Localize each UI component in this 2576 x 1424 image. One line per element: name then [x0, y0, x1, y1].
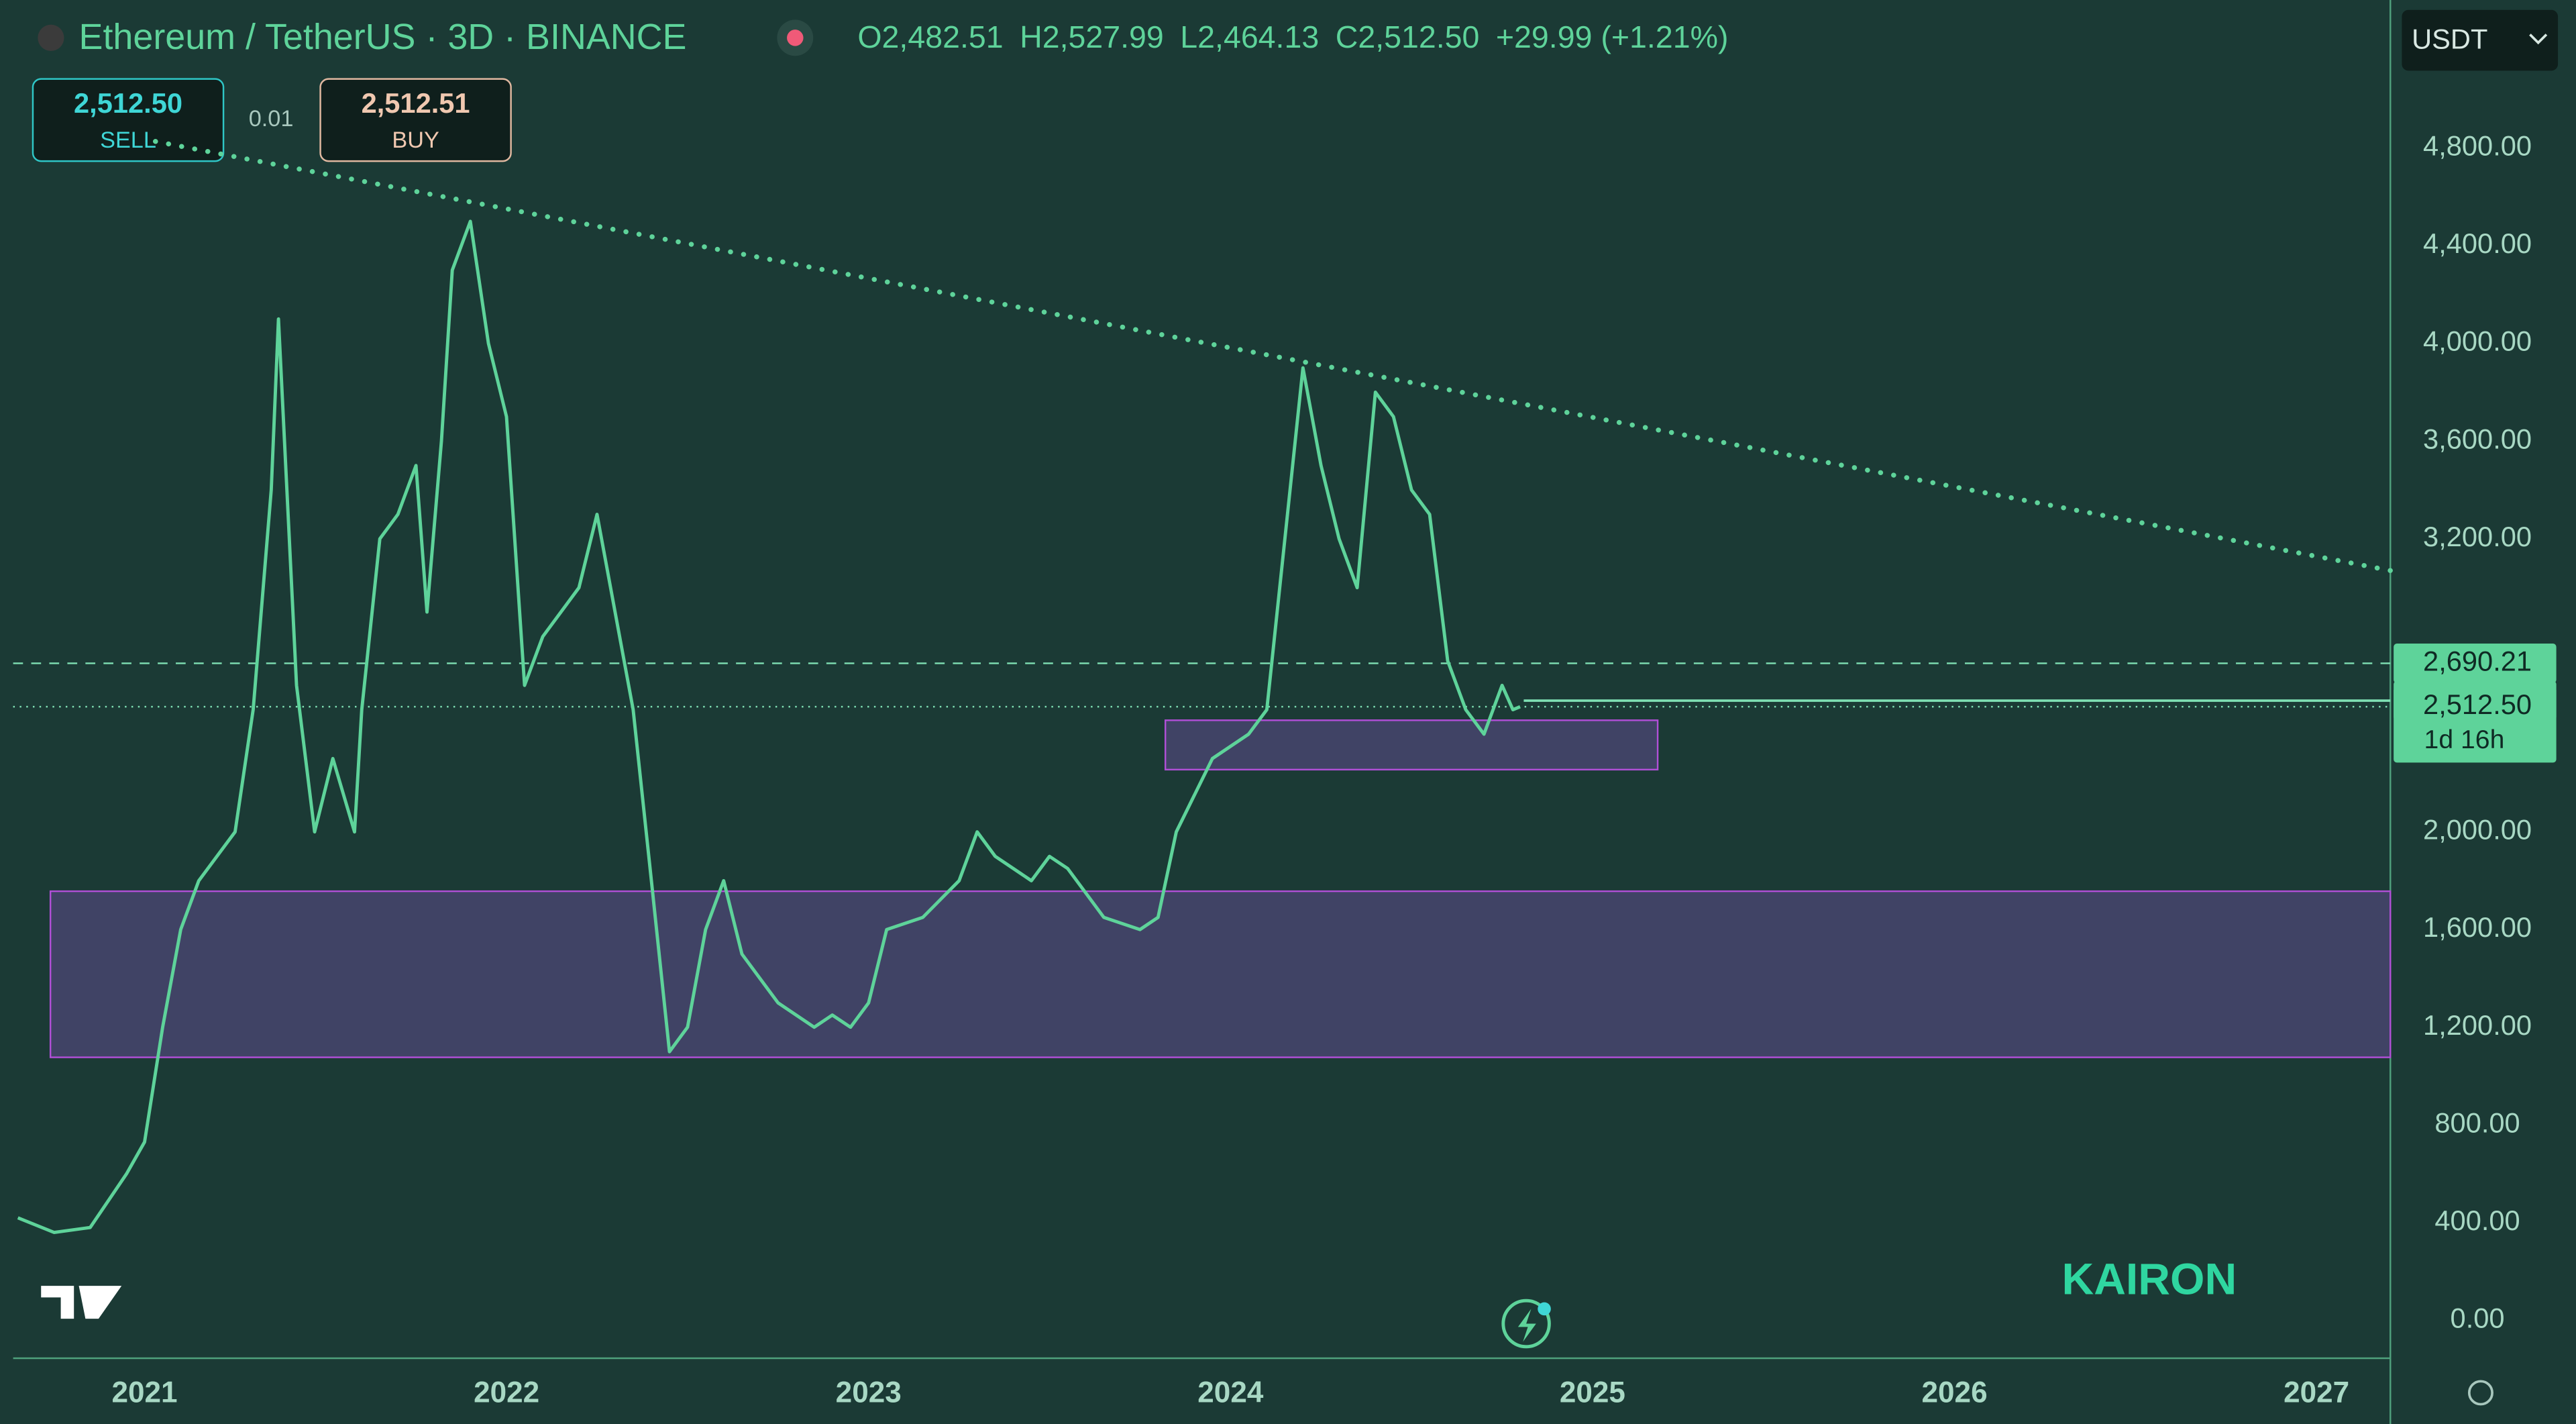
y-tick-label: 4,800.00	[2423, 130, 2532, 162]
dropdown-arrow	[2529, 34, 2548, 45]
ohlc-value: L2,464.13	[1180, 19, 1319, 54]
ohlc: O2,482.51 H2,527.99 L2,464.13 C2,512.50 +29.…	[857, 19, 1728, 54]
ohlc-value: H2,527.99	[1020, 19, 1164, 54]
ohlc-value: O2,482.51	[857, 19, 1003, 54]
x-tick-label: 2023	[836, 1376, 902, 1409]
price-label-box	[2394, 686, 2557, 763]
buy-button[interactable]	[319, 78, 512, 162]
sell-label[interactable]: SELL	[100, 128, 156, 153]
y-tick-label: 0.00	[2451, 1303, 2505, 1334]
y-tick-label: 1,200.00	[2423, 1009, 2532, 1041]
sell-price[interactable]: 2,512.50	[74, 87, 182, 119]
watermark: KAIRON	[2061, 1255, 2237, 1305]
zone	[1164, 719, 1659, 771]
y-tick-label: 2,000.00	[2423, 814, 2532, 846]
price-label: 2,690.21	[2423, 645, 2532, 676]
currency-select[interactable]	[2402, 9, 2559, 71]
notify-dot	[1538, 1302, 1551, 1316]
y-tick-label: 400.00	[2434, 1205, 2520, 1236]
y-tick-label: 4,000.00	[2423, 325, 2532, 357]
x-tick-label: 2026	[1922, 1376, 1988, 1409]
tv-logo	[41, 1286, 122, 1319]
x-tick-label: 2027	[2284, 1376, 2349, 1409]
y-tick-label: 3,600.00	[2423, 423, 2532, 454]
y-tick-label: 800.00	[2434, 1107, 2520, 1138]
price-line-series	[17, 219, 1521, 1234]
spread: 0.01	[249, 106, 294, 132]
x-tick-label: 2024	[1197, 1376, 1264, 1409]
settings-button[interactable]	[2467, 1380, 2493, 1406]
x-tick-label: 2021	[111, 1376, 177, 1409]
ohlc-value: +29.99 (+1.21%)	[1496, 19, 1729, 54]
y-tick-label: 4,400.00	[2423, 227, 2532, 259]
price-label: 2,512.50	[2423, 689, 2532, 720]
y-tick-label: 3,200.00	[2423, 521, 2532, 552]
price-label-box	[2394, 644, 2557, 683]
buy-price[interactable]: 2,512.51	[362, 87, 470, 119]
market-status	[787, 30, 804, 46]
lightning-icon	[1517, 1309, 1536, 1342]
zone	[49, 890, 2392, 1058]
currency[interactable]: USDT	[2412, 23, 2487, 54]
x-tick-label: 2022	[474, 1376, 539, 1409]
buy-label[interactable]: BUY	[392, 128, 439, 153]
y-tick-label: 1,600.00	[2423, 911, 2532, 943]
sell-button[interactable]	[32, 78, 225, 162]
symbol-icon[interactable]	[38, 24, 64, 51]
x-tick-label: 2025	[1560, 1376, 1625, 1409]
symbol-title[interactable]: Ethereum / TetherUS · 3D · BINANCE	[79, 17, 687, 57]
countdown: 1d 16h	[2424, 725, 2505, 754]
ohlc-value: C2,512.50	[1336, 19, 1480, 54]
